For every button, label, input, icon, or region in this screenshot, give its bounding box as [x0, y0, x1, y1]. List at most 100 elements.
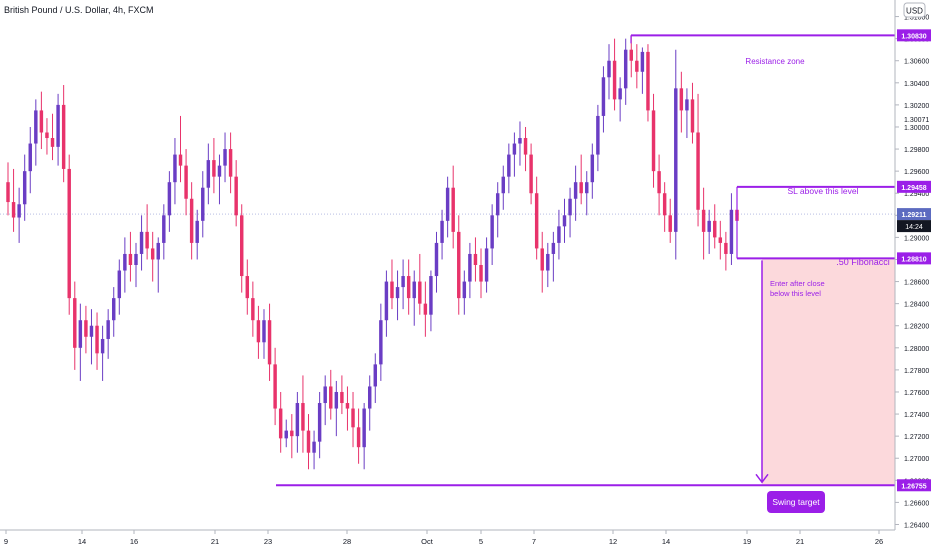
time-tick-label: 23 — [264, 537, 272, 546]
price-tick-label: 1.30000 — [904, 125, 929, 132]
candle — [100, 325, 105, 381]
candle — [540, 231, 544, 293]
candle-body — [412, 281, 416, 299]
candle-body — [690, 99, 695, 133]
resistance-level-tag — [897, 29, 931, 42]
candle — [117, 259, 122, 315]
price-tick-label: 1.27000 — [904, 456, 929, 463]
candle — [306, 414, 311, 470]
candle — [290, 414, 294, 459]
candle-body — [635, 60, 639, 72]
symbol-title: British Pound / U.S. Dollar, 4h, FXCM — [4, 5, 154, 15]
price-tick-label: 1.30200 — [904, 103, 929, 110]
candle-body — [523, 138, 528, 155]
time-tick-label: 28 — [343, 537, 351, 546]
candle — [412, 270, 416, 326]
candle — [173, 138, 177, 205]
candle-body — [423, 303, 428, 315]
candle-body — [273, 364, 277, 409]
candle-body — [278, 408, 283, 439]
candle-body — [384, 281, 389, 321]
candle-body — [156, 242, 160, 260]
candle — [445, 176, 450, 238]
candle — [529, 143, 533, 205]
candle-body — [217, 165, 222, 177]
candle-body — [651, 110, 656, 172]
candle — [267, 303, 272, 381]
price-tick-label: 1.28200 — [904, 324, 929, 331]
candle-body — [696, 132, 700, 210]
candle-body — [479, 265, 483, 282]
candle-body — [607, 60, 611, 78]
candle-body — [679, 88, 684, 111]
candle — [84, 305, 88, 354]
candle — [635, 44, 639, 89]
candle — [379, 303, 383, 381]
candle-body — [117, 270, 122, 299]
candle-body — [451, 187, 455, 232]
candle-body — [534, 193, 539, 249]
candle-body — [34, 110, 38, 144]
candle — [674, 49, 678, 260]
candle — [468, 242, 472, 299]
candle-body — [701, 209, 706, 232]
candle-body — [395, 287, 400, 299]
candle-body — [17, 204, 21, 218]
candle — [240, 204, 244, 293]
candle-body — [295, 403, 300, 437]
price-tick-label: 1.26400 — [904, 522, 929, 529]
resistance-level-tag-text: 1.30830 — [901, 33, 926, 40]
candle-body — [601, 77, 606, 116]
candle-body — [429, 276, 433, 315]
candle-body — [629, 49, 633, 61]
candle — [685, 88, 689, 139]
candle — [329, 369, 333, 420]
candle-body — [45, 132, 49, 139]
candle — [356, 408, 361, 464]
candle — [429, 270, 433, 332]
time-tick-label: 7 — [532, 537, 536, 546]
candle-body — [484, 248, 489, 282]
fibonacci-level-tag — [897, 252, 931, 265]
currency-badge[interactable] — [903, 2, 926, 18]
candle-body — [228, 149, 233, 177]
current-price-tag-text: 1.29211 — [902, 212, 927, 219]
time-tick-label: Oct — [421, 537, 434, 546]
time-tick-label: 16 — [130, 537, 138, 546]
price-tick-label: 1.30400 — [904, 81, 929, 88]
candle — [89, 309, 94, 365]
candle-body — [573, 182, 578, 199]
time-tick-label: 26 — [875, 537, 883, 546]
candle-body — [518, 138, 522, 144]
stop-loss-label: SL above this level — [787, 186, 858, 196]
candle — [707, 209, 711, 254]
candle — [67, 154, 71, 315]
candle — [61, 85, 66, 183]
candle-body — [290, 430, 294, 437]
candle-body — [173, 154, 177, 183]
candle-body — [685, 99, 689, 111]
candle — [217, 154, 222, 205]
candle-body — [206, 160, 211, 188]
swing-target-button[interactable] — [767, 491, 825, 513]
price-tick-label: 1.29400 — [904, 191, 929, 198]
price-tick-label: 1.27400 — [904, 412, 929, 419]
candle-body — [28, 143, 32, 172]
candle-body — [707, 220, 711, 232]
candle — [373, 353, 378, 404]
candle-body — [390, 281, 394, 299]
candle — [234, 160, 238, 227]
candle-body — [167, 182, 172, 216]
candle-body — [212, 160, 216, 177]
candle — [546, 242, 550, 288]
candle — [585, 171, 589, 216]
candle-body — [618, 88, 622, 100]
candle-body — [457, 231, 461, 299]
candle — [195, 209, 199, 260]
candle-body — [557, 226, 561, 243]
candle — [473, 237, 478, 282]
time-tick-label: 12 — [609, 537, 617, 546]
candle — [601, 66, 606, 133]
candle — [178, 115, 183, 183]
